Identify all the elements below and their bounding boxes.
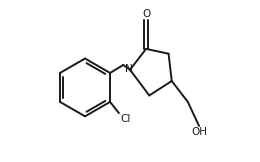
Text: Cl: Cl xyxy=(120,114,131,124)
Text: N: N xyxy=(125,64,133,74)
Text: OH: OH xyxy=(192,127,208,137)
Text: O: O xyxy=(142,9,150,18)
